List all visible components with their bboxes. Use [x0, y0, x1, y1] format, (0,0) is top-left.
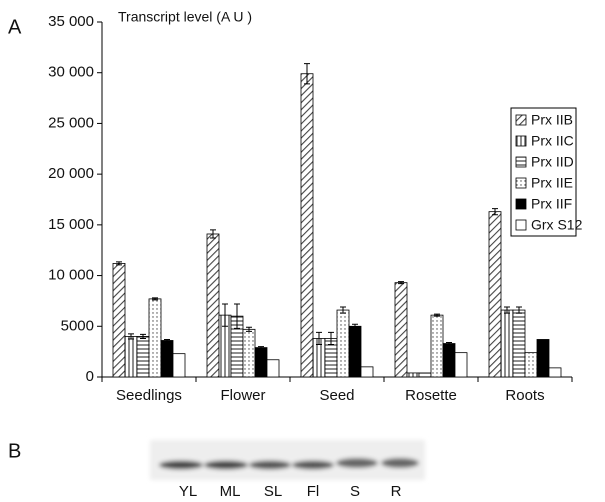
error-bar [116, 261, 122, 266]
x-tick-label: Roots [505, 387, 544, 404]
bar [442, 343, 456, 378]
error-bar [398, 281, 404, 285]
bar [430, 314, 444, 378]
bar [254, 347, 268, 378]
bar [206, 233, 220, 378]
x-tick-label: Flower [220, 387, 265, 404]
bar [454, 352, 468, 378]
blot [150, 440, 425, 480]
lane-label: Fl [307, 483, 320, 500]
y-tick-label: 5000 [61, 317, 94, 334]
error-bar [340, 306, 346, 314]
y-tick-label: 0 [86, 368, 94, 385]
bar [148, 298, 162, 378]
error-bar [434, 313, 440, 317]
x-tick-label: Seedlings [116, 387, 182, 404]
lane-label: SL [264, 483, 282, 500]
bar [112, 262, 126, 378]
bar [360, 366, 374, 378]
error-bar [140, 333, 146, 339]
error-bar [222, 303, 228, 327]
legend-box [510, 107, 577, 237]
lane-label: ML [220, 483, 241, 500]
bar [536, 339, 550, 378]
error-bar [316, 331, 322, 346]
error-bar [492, 208, 498, 216]
legend-label: Prx IIE [531, 175, 573, 191]
legend-label: Prx IIB [531, 112, 573, 128]
bar [418, 372, 432, 378]
bar [124, 336, 138, 378]
bar [266, 359, 280, 378]
panel-label: B [8, 440, 21, 462]
legend-swatch [515, 177, 527, 189]
bar [336, 309, 350, 378]
error-bar [152, 297, 158, 301]
bar [488, 211, 502, 378]
bar [548, 367, 562, 378]
legend-swatch [515, 156, 527, 168]
bar [172, 353, 186, 378]
legend-label: Grx S12 [531, 217, 583, 233]
y-tick-label: 35 000 [48, 13, 94, 30]
error-bar [210, 229, 216, 239]
x-tick-label: Rosette [405, 387, 457, 404]
bar [406, 372, 420, 378]
y-tick-label: 10 000 [48, 267, 94, 284]
bar [524, 352, 538, 378]
lane-label: R [391, 483, 402, 500]
error-bar [504, 306, 510, 314]
y-tick-label: 15 000 [48, 216, 94, 233]
error-bar [164, 338, 170, 342]
legend-label: Prx IIF [531, 196, 572, 212]
x-tick-label: Seed [319, 387, 354, 404]
bar [136, 336, 150, 378]
legend-swatch [515, 219, 527, 231]
y-tick-label: 25 000 [48, 114, 94, 131]
error-bar [234, 303, 240, 329]
bar [160, 340, 174, 378]
error-bar [304, 63, 310, 85]
error-bar [128, 333, 134, 340]
legend-swatch [515, 135, 527, 147]
error-bar [258, 346, 264, 350]
lane-label: YL [179, 483, 197, 500]
error-bar [328, 331, 334, 346]
error-bar [516, 306, 522, 314]
bar [242, 328, 256, 378]
error-bar [446, 342, 452, 346]
bar [512, 309, 526, 378]
bar [300, 73, 314, 378]
y-tick-label: 30 000 [48, 64, 94, 81]
panel-label: A [8, 16, 22, 38]
lane-label: S [350, 483, 360, 500]
error-bar [352, 323, 358, 329]
legend-swatch [515, 198, 527, 210]
y-tick-label: 20 000 [48, 165, 94, 182]
y-axis-label: Transcript level (A U ) [118, 9, 252, 25]
bar [500, 309, 514, 378]
legend-swatch [515, 114, 527, 126]
legend-label: Prx IIC [531, 133, 574, 149]
bar [394, 282, 408, 378]
legend-label: Prx IID [531, 154, 574, 170]
error-bar [246, 326, 252, 332]
bar [348, 325, 362, 378]
